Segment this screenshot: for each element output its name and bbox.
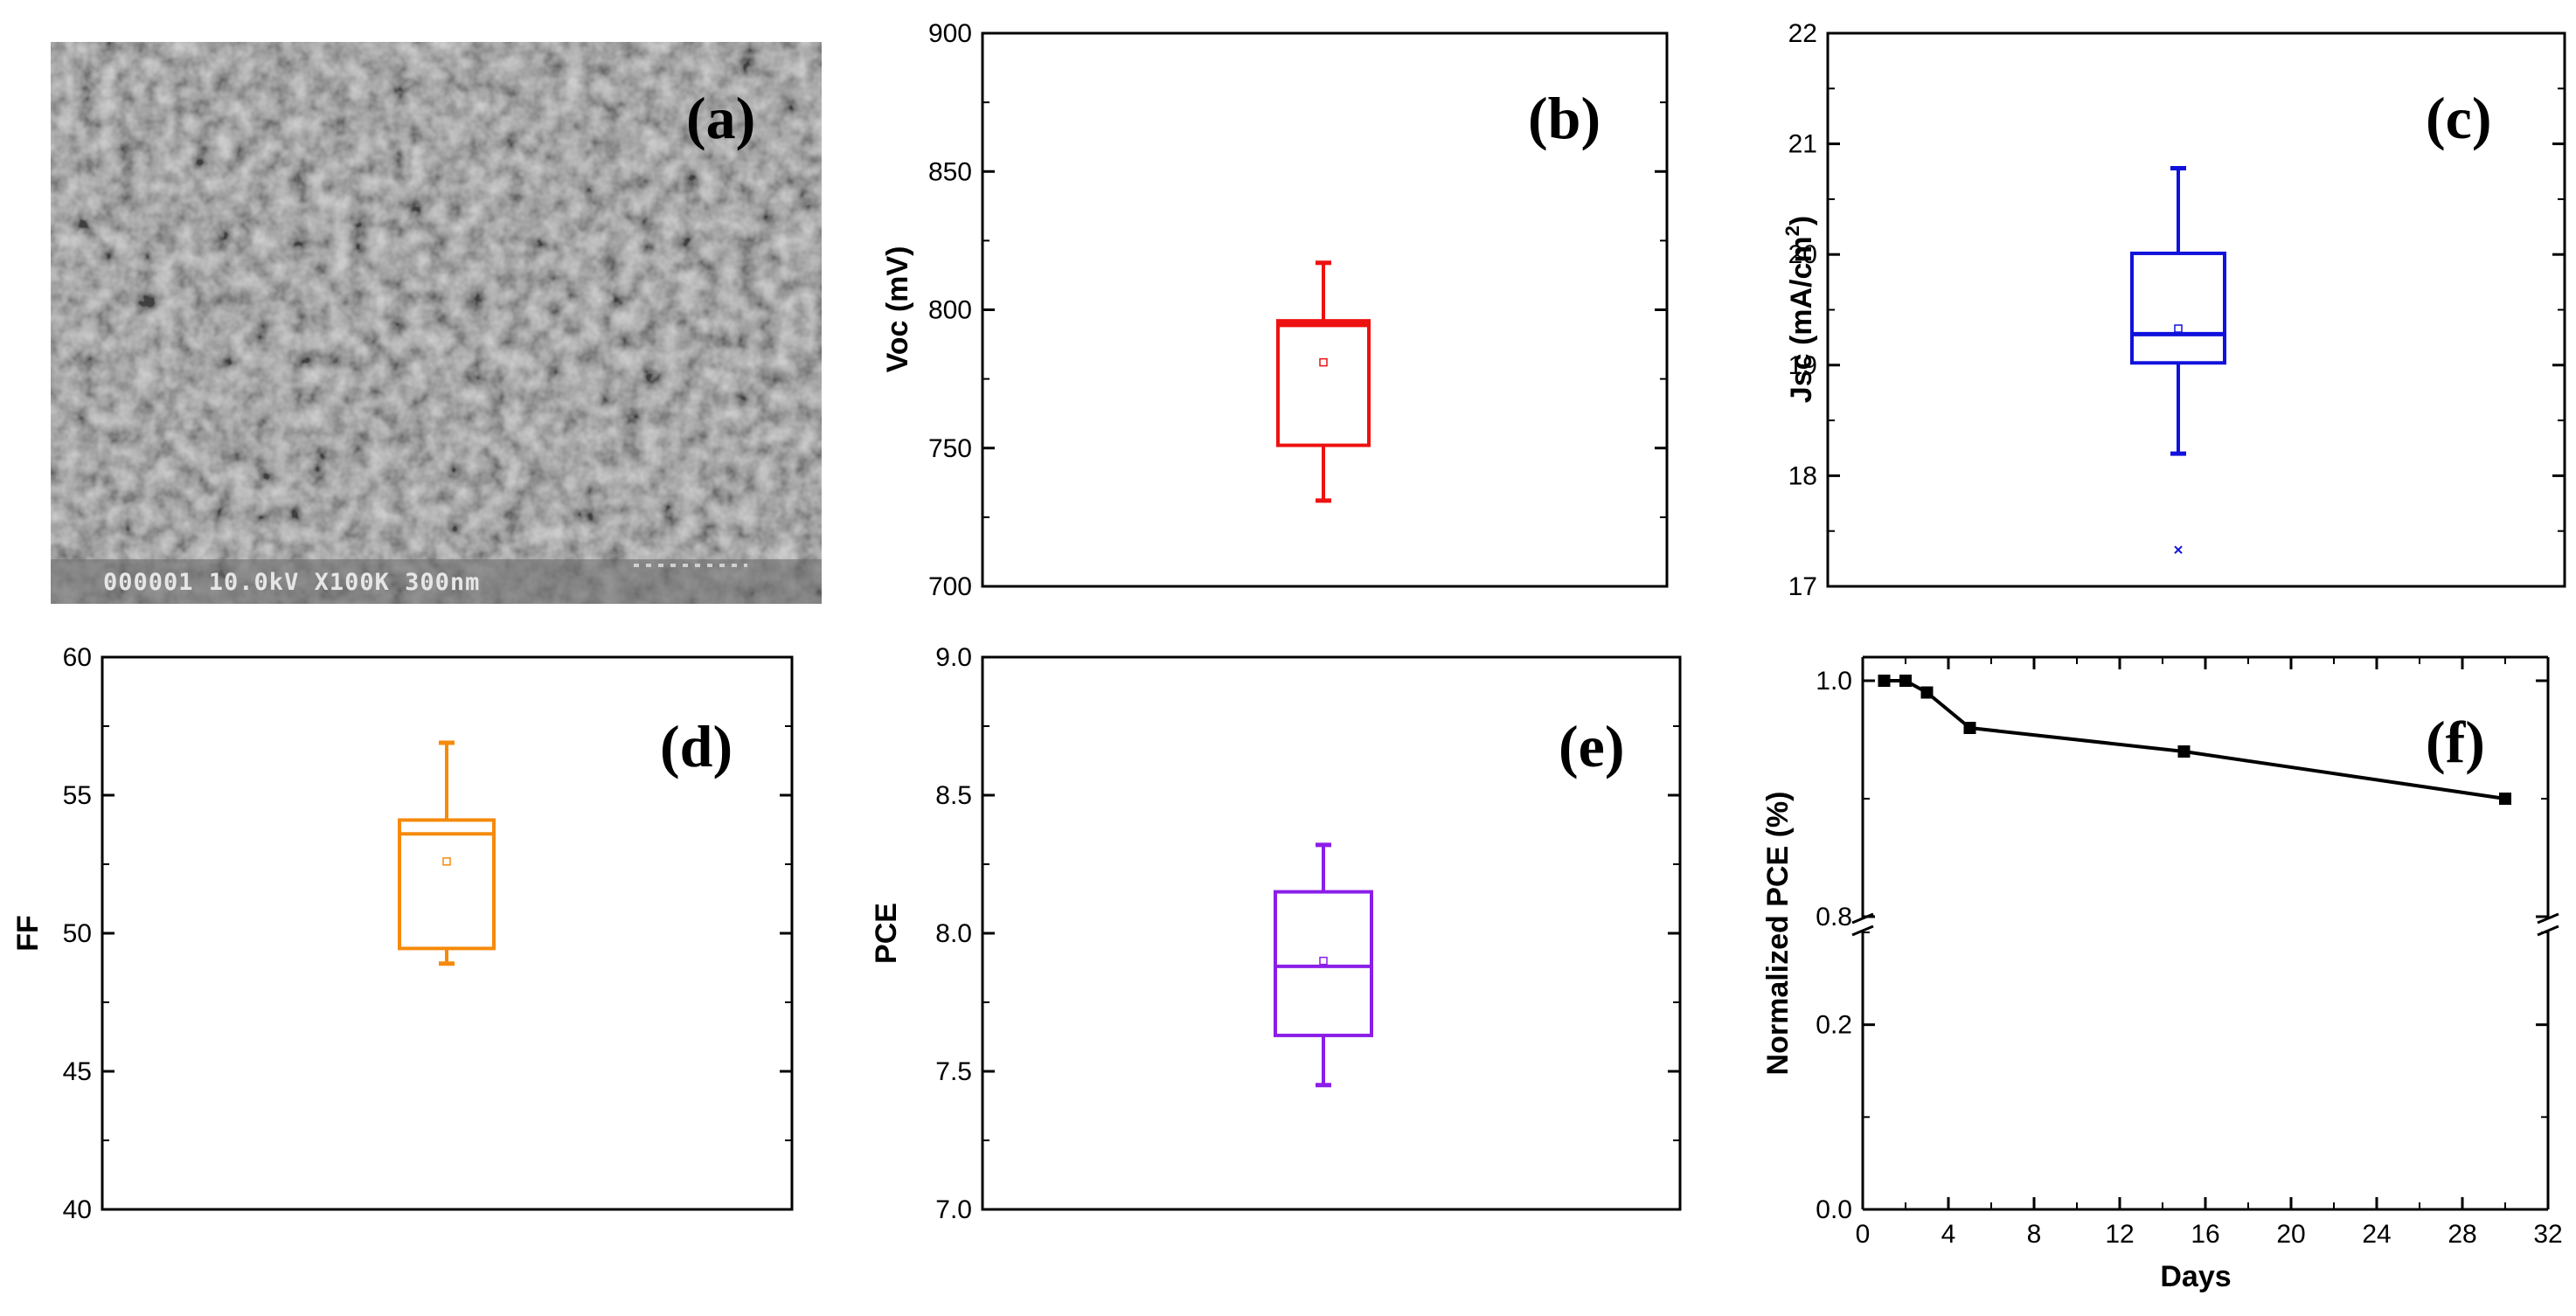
x-tick-label: 12 [2105,1220,2134,1249]
y-ticks: 700 750 800 850 900 [928,19,1667,601]
data-point [2177,745,2191,758]
y-tick-label: 8.0 [935,919,972,948]
mean-marker [2174,324,2183,333]
y-ticks: 17 18 19 20 21 22 [1788,19,2565,601]
panel-label-f: (f) [2426,709,2485,775]
y-tick-label: 7.0 [935,1195,972,1224]
data-point [1920,686,1934,699]
x-tick-label: 28 [2448,1220,2476,1249]
box-marks [2130,165,2226,554]
y-tick-label: 0.2 [1816,1011,1852,1040]
panel-label-d: (d) [660,713,733,779]
iqr-box [2130,251,2226,365]
axis-break-mark [2537,912,2559,925]
y-ticks: 40 45 50 55 60 [63,643,792,1224]
y-tick-label: 800 [928,296,972,325]
sem-image-texture [51,42,822,604]
panel-label-a: (a) [686,85,755,151]
y-tick-label: 20 [1788,240,1817,269]
y-tick-label: 0.8 [1816,903,1852,932]
y-tick-label: 18 [1788,461,1817,490]
y-tick-label: 700 [928,572,972,601]
sem-info-bar [51,559,822,604]
y-tick-label: 50 [63,919,92,948]
y-axis-label: Voc (mV) [881,246,914,373]
y-ticks: 0.0 0.2 0.8 1.0 [1816,667,2548,1224]
x-ticks: 0 4 8 12 16 20 24 28 32 [1856,657,2563,1249]
box-marks [398,740,496,966]
y-tick-label: 60 [63,643,92,672]
x-tick-label: 0 [1856,1220,1871,1249]
iqr-box [1276,319,1371,447]
mean-marker [1319,956,1328,966]
data-point [1899,675,1912,687]
data-point [1878,675,1891,687]
x-tick-label: 20 [2276,1220,2305,1249]
y-axis-label: FF [11,915,45,952]
y-tick-label: 750 [928,434,972,463]
x-tick-label: 32 [2533,1220,2562,1249]
jsc-box-panel: (c) Jsc (mA/cm2) 17 18 19 20 21 22 [1781,19,2566,601]
y-tick-label: 1.0 [1816,667,1852,696]
voc-box-panel: (b) Voc (mV) 700 750 800 850 900 [881,19,1669,601]
box-marks [1276,260,1371,503]
x-tick-label: 16 [2191,1220,2219,1249]
x-tick-label: 24 [2362,1220,2391,1249]
sem-info-text: 000001 10.0kV X100K 300nm [103,569,480,596]
iqr-box [1274,890,1373,1037]
data-point [2499,793,2511,805]
y-tick-label: 850 [928,157,972,186]
ff-box-panel: (d) FF 40 45 50 55 60 [11,643,794,1224]
x-axis-label: Days [2160,1260,2231,1293]
y-tick-label: 45 [63,1057,92,1086]
iqr-box [398,818,496,951]
y-axis-label: Jsc (mA/cm2) [1781,216,1818,403]
y-tick-label: 22 [1788,19,1817,48]
y-tick-label: 40 [63,1195,92,1224]
y-tick-label: 9.0 [935,643,972,672]
mean-marker [442,857,451,866]
y-tick-label: 21 [1788,130,1817,159]
panel-label-e: (e) [1559,713,1624,779]
axis-break-mark [2537,925,2559,937]
y-ticks: 7.0 7.5 8.0 8.5 9.0 [935,643,1680,1224]
panel-label-b: (b) [1528,85,1600,151]
panel-label-c: (c) [2426,85,2491,151]
x-tick-label: 8 [2027,1220,2042,1249]
stability-series-line [1884,679,2506,800]
y-tick-label: 8.5 [935,781,972,810]
axis-break-mark [1851,925,1874,937]
stability-line-panel: (f) Normalized PCE (%) Days 0.0 0.2 0.8 1.0… [1761,655,2563,1293]
data-point [1963,722,1976,734]
pce-box-panel: (e) PCE 7.0 7.5 8.0 8.5 9.0 [870,643,1682,1224]
y-axis-label: Normalized PCE (%) [1761,792,1795,1076]
y-tick-label: 7.5 [935,1057,972,1086]
y-tick-label: 55 [63,781,92,810]
y-tick-label: 17 [1788,572,1817,601]
x-tick-label: 4 [1941,1220,1956,1249]
y-axis-label: PCE [870,903,903,964]
mean-marker [1319,357,1328,367]
sem-image-panel: 000001 10.0kV X100K 300nm (a) [51,42,822,604]
y-tick-label: 0.0 [1816,1195,1852,1224]
y-tick-label: 900 [928,19,972,48]
line-marks [1878,675,2511,805]
outlier-marker [2174,545,2183,554]
box-marks [1274,842,1373,1088]
y-tick-label: 19 [1788,351,1817,380]
